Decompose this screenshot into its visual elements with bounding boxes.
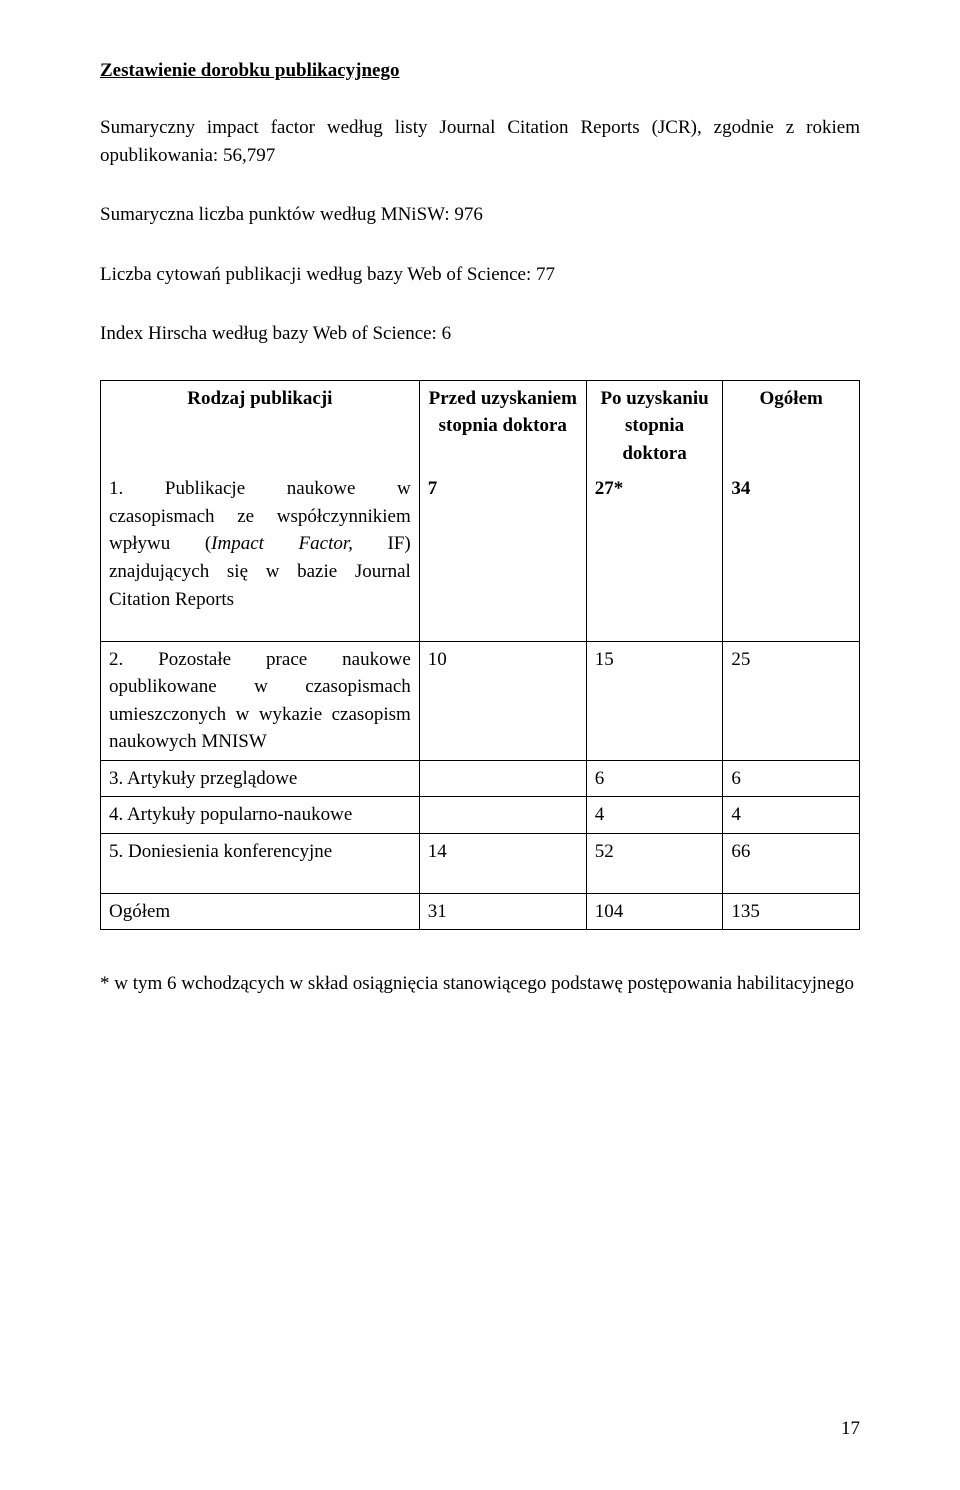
table-row: 5. Doniesienia konferencyjne 14 52 66 — [101, 833, 860, 869]
table-total-row: Ogółem 31 104 135 — [101, 893, 860, 930]
publications-table: Rodzaj publikacji Przed uzyskaniem stopn… — [100, 380, 860, 931]
row2-before: 10 — [419, 641, 586, 760]
summary-hirsch-index: Index Hirscha według bazy Web of Science… — [100, 320, 860, 348]
row3-total: 6 — [723, 760, 860, 797]
row4-before — [419, 797, 586, 834]
header-po: Po uzyskaniu stopnia doktora — [586, 380, 723, 471]
total-total: 135 — [723, 893, 860, 930]
row2-total: 25 — [723, 641, 860, 760]
row4-after: 4 — [586, 797, 723, 834]
table-row: 4. Artykuły popularno-naukowe 4 4 — [101, 797, 860, 834]
row1-before: 7 — [419, 471, 586, 617]
header-rodzaj: Rodzaj publikacji — [101, 380, 420, 471]
row3-before — [419, 760, 586, 797]
table-spacer — [101, 869, 860, 893]
table-spacer — [101, 617, 860, 641]
row4-label: 4. Artykuły popularno-naukowe — [101, 797, 420, 834]
footnote: * w tym 6 wchodzących w skład osiągnięci… — [100, 970, 860, 998]
row5-before: 14 — [419, 833, 586, 869]
header-przed: Przed uzyskaniem stopnia doktora — [419, 380, 586, 471]
table-row: 3. Artykuły przeglądowe 6 6 — [101, 760, 860, 797]
summary-citations: Liczba cytowań publikacji według bazy We… — [100, 261, 860, 289]
row2-label: 2. Pozostałe prace naukowe opublikowane … — [101, 641, 420, 760]
table-header-row: Rodzaj publikacji Przed uzyskaniem stopn… — [101, 380, 860, 471]
row5-label: 5. Doniesienia konferencyjne — [101, 833, 420, 869]
row5-after: 52 — [586, 833, 723, 869]
row5-total: 66 — [723, 833, 860, 869]
row2-after: 15 — [586, 641, 723, 760]
total-label: Ogółem — [101, 893, 420, 930]
summary-mnisw-points: Sumaryczna liczba punktów według MNiSW: … — [100, 201, 860, 229]
page-number: 17 — [841, 1418, 860, 1440]
total-before: 31 — [419, 893, 586, 930]
row1-after: 27* — [586, 471, 723, 617]
row1-label: 1. Publikacje naukowe w czasopismach ze … — [101, 471, 420, 617]
table-row: 1. Publikacje naukowe w czasopismach ze … — [101, 471, 860, 617]
header-ogolem: Ogółem — [723, 380, 860, 471]
row3-after: 6 — [586, 760, 723, 797]
section-heading: Zestawienie dorobku publikacyjnego — [100, 60, 860, 82]
row3-label: 3. Artykuły przeglądowe — [101, 760, 420, 797]
table-row: 2. Pozostałe prace naukowe opublikowane … — [101, 641, 860, 760]
summary-impact-factor: Sumaryczny impact factor według listy Jo… — [100, 114, 860, 169]
row1-total: 34 — [723, 471, 860, 617]
row4-total: 4 — [723, 797, 860, 834]
total-after: 104 — [586, 893, 723, 930]
